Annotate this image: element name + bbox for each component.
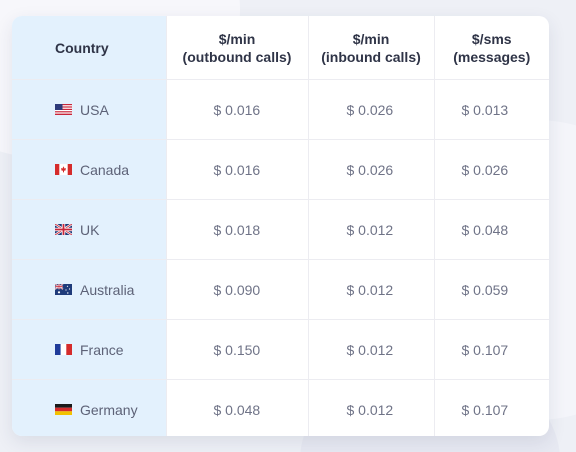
sms-price: $ 0.107 [461, 401, 509, 418]
table-row: Australia $ 0.090 $ 0.012 $ 0.059 [12, 259, 549, 320]
table-row: UK $ 0.018 $ 0.012 $ 0.048 [12, 199, 549, 260]
us-flag-icon [55, 104, 72, 115]
country-cell: USA [12, 79, 167, 140]
inbound-header-unit: $/min [352, 30, 390, 47]
sms-price: $ 0.048 [434, 199, 549, 260]
sms-header-unit: $/sms [471, 30, 512, 47]
inbound-price: $ 0.012 [308, 259, 435, 320]
outbound-price: $ 0.016 [166, 79, 309, 140]
inbound-price: $ 0.012 [308, 199, 435, 260]
table-row: Germany $ 0.048 $ 0.012 $ 0.107 [12, 379, 549, 436]
inbound-price: $ 0.012 [308, 379, 435, 436]
country-name: Australia [80, 281, 135, 298]
country-cell: Australia [12, 259, 167, 320]
inbound-price: $ 0.026 [308, 79, 435, 140]
table-row: France $ 0.150 $ 0.012 $ 0.107 [12, 319, 549, 380]
country-cell: UK [12, 199, 167, 260]
sms-price: $ 0.013 [434, 79, 549, 140]
outbound-price: $ 0.018 [166, 199, 309, 260]
sms-header-desc: (messages) [453, 48, 531, 65]
country-column-header: Country [12, 16, 167, 80]
table-row: USA $ 0.016 $ 0.026 $ 0.013 [12, 79, 549, 140]
outbound-price: $ 0.016 [166, 139, 309, 200]
country-header-label: Country [55, 39, 109, 56]
uk-flag-icon [55, 224, 72, 235]
canada-flag-icon [55, 164, 72, 175]
outbound-price: $ 0.090 [166, 259, 309, 320]
country-cell: France [12, 319, 167, 380]
sms-price: $ 0.026 [434, 139, 549, 200]
australia-flag-icon [55, 284, 72, 295]
outbound-header-desc: (outbound calls) [182, 48, 292, 65]
outbound-price: $ 0.048 [166, 379, 309, 436]
pricing-table: Country $/min (outbound calls) $/min (in… [12, 16, 549, 436]
country-cell: Canada [12, 139, 167, 200]
france-flag-icon [55, 344, 72, 355]
sms-price: $ 0.107 [434, 319, 549, 380]
germany-flag-icon [55, 404, 72, 415]
sms-column-header: $/sms (messages) [434, 16, 549, 80]
inbound-column-header: $/min (inbound calls) [308, 16, 435, 80]
country-name: UK [80, 221, 100, 238]
inbound-header-desc: (inbound calls) [321, 48, 421, 65]
country-name: Germany [80, 401, 138, 418]
outbound-column-header: $/min (outbound calls) [166, 16, 309, 80]
sms-price: $ 0.059 [434, 259, 549, 320]
country-name: USA [80, 101, 109, 118]
inbound-price: $ 0.026 [308, 139, 435, 200]
outbound-header-unit: $/min [218, 30, 256, 47]
country-cell: Germany [12, 379, 167, 436]
table-row: Canada $ 0.016 $ 0.026 $ 0.026 [12, 139, 549, 200]
country-name: Canada [80, 161, 130, 178]
country-name: France [80, 341, 124, 358]
outbound-price: $ 0.150 [166, 319, 309, 380]
inbound-price: $ 0.012 [308, 319, 435, 380]
table-header-row: Country $/min (outbound calls) $/min (in… [12, 16, 549, 80]
pricing-card: Country $/min (outbound calls) $/min (in… [12, 16, 549, 436]
